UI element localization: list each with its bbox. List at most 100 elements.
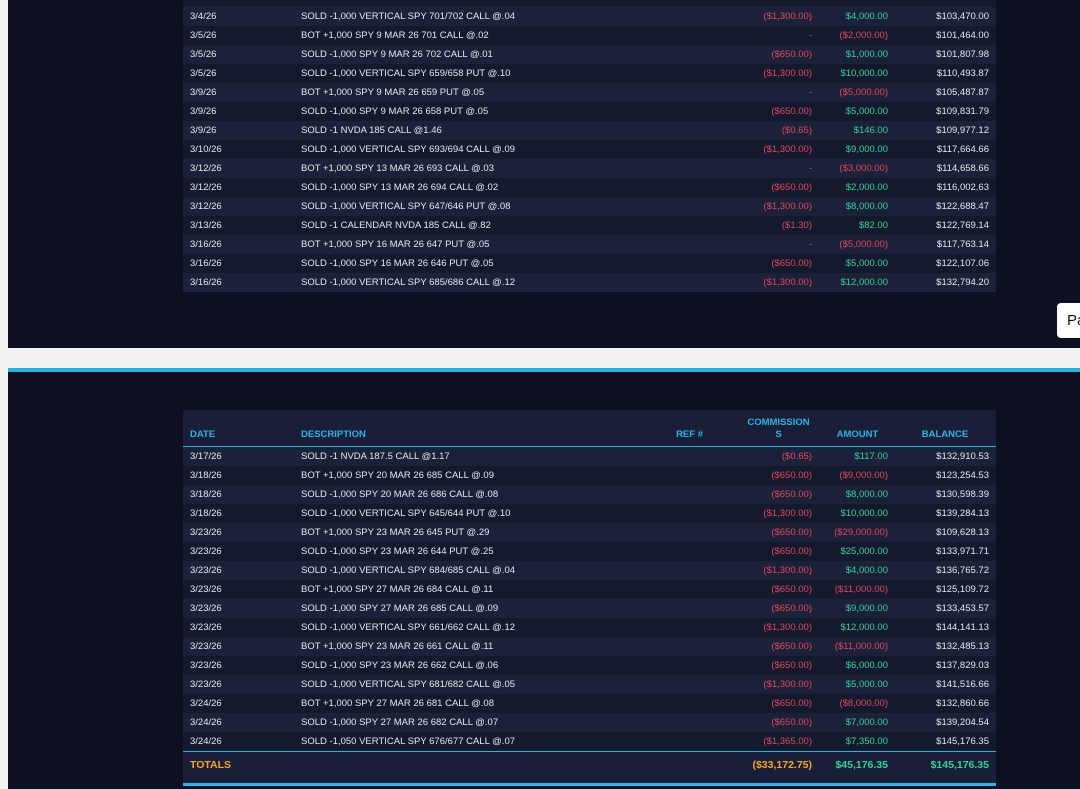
amount-cell: ($5,000.00)	[839, 239, 888, 250]
table-row: 3/9/26 SOLD -1,000 SPY 9 MAR 26 658 PUT @…	[183, 102, 996, 121]
balance-cell: $132,910.53	[936, 451, 989, 462]
amount-cell: ($5,000.00)	[839, 87, 888, 98]
balance-cell: $130,598.39	[936, 489, 989, 500]
table-row: 3/5/26 SOLD -1,000 VERTICAL SPY 659/658 P…	[183, 64, 996, 83]
date-cell: 3/18/26	[190, 508, 222, 519]
column-header: REF #	[676, 429, 703, 440]
balance-cell: $123,254.53	[936, 470, 989, 481]
amount-cell: ($3,000.00)	[839, 163, 888, 174]
table-row: 3/24/26 SOLD -1,050 VERTICAL SPY 676/677 …	[183, 732, 996, 751]
commission-cell: ($1,300.00)	[763, 11, 812, 22]
amount-cell: $8,000.00	[845, 489, 888, 500]
commission-cell: ($650.00)	[771, 470, 812, 481]
date-cell: 3/12/26	[190, 201, 222, 212]
balance-cell: $139,284.13	[936, 508, 989, 519]
side-button[interactable]: Pa	[1057, 303, 1080, 338]
commission-cell: ($0.65)	[781, 125, 812, 136]
amount-cell: $7,350.00	[845, 736, 888, 747]
date-cell: 3/23/26	[190, 679, 222, 690]
date-cell: 3/17/26	[190, 451, 222, 462]
column-header: DESCRIPTION	[301, 429, 366, 440]
balance-cell: $117,664.66	[936, 144, 989, 155]
commission-cell: ($650.00)	[771, 717, 812, 728]
totals-balance: $145,176.35	[930, 759, 989, 771]
date-cell: 3/12/26	[190, 182, 222, 193]
table-row: 3/23/26 SOLD -1,000 SPY 23 MAR 26 662 CAL…	[183, 656, 996, 675]
balance-cell: $109,628.13	[936, 527, 989, 538]
table-row: 3/18/26 SOLD -1,000 SPY 20 MAR 26 686 CAL…	[183, 485, 996, 504]
balance-cell: $122,688.47	[936, 201, 989, 212]
balance-cell: $141,516.66	[936, 679, 989, 690]
table-row: 3/5/26 SOLD -1,000 SPY 9 MAR 26 702 CALL …	[183, 45, 996, 64]
amount-cell: $4,000.00	[845, 11, 888, 22]
date-cell: 3/23/26	[190, 622, 222, 633]
amount-cell: $9,000.00	[845, 603, 888, 614]
date-cell: 3/24/26	[190, 717, 222, 728]
description-cell: BOT +1,000 SPY 23 MAR 26 645 PUT @.29	[301, 527, 490, 538]
description-cell: SOLD -1,000 SPY 23 MAR 26 644 PUT @.25	[301, 546, 494, 557]
commission-cell: ($650.00)	[771, 258, 812, 269]
table-row: 3/9/26 BOT +1,000 SPY 9 MAR 26 659 PUT @.…	[183, 83, 996, 102]
description-cell: BOT +1,000 SPY 23 MAR 26 661 CALL @.11	[301, 641, 494, 652]
description-cell: SOLD -1,000 SPY 27 MAR 26 682 CALL @.07	[301, 717, 499, 728]
commission-cell: ($1,300.00)	[763, 679, 812, 690]
balance-cell: $122,107.06	[936, 258, 989, 269]
description-cell: SOLD -1,000 VERTICAL SPY 659/658 PUT @.1…	[301, 68, 511, 79]
date-cell: 3/5/26	[190, 68, 217, 79]
balance-cell: $116,002.63	[936, 182, 989, 193]
commission-cell: ($650.00)	[771, 49, 812, 60]
balance-cell: $110,493.87	[936, 68, 989, 79]
balance-cell: $133,453.57	[936, 603, 989, 614]
amount-cell: $8,000.00	[845, 201, 888, 212]
table-bottom-border	[183, 783, 996, 786]
date-cell: 3/23/26	[190, 584, 222, 595]
balance-cell: $144,141.13	[936, 622, 989, 633]
commission-cell: ($1.30)	[781, 220, 812, 231]
description-cell: SOLD -1 NVDA 185 CALL @1.46	[301, 125, 442, 136]
commission-cell: ($650.00)	[771, 698, 812, 709]
commission-cell: ($650.00)	[771, 527, 812, 538]
panel-top-border	[8, 368, 1080, 372]
table-row: 3/12/26 SOLD -1,000 VERTICAL SPY 647/646 …	[183, 197, 996, 216]
date-cell: 3/5/26	[190, 30, 217, 41]
amount-cell: $1,000.00	[845, 49, 888, 60]
date-cell: 3/24/26	[190, 736, 222, 747]
totals-border	[183, 750, 996, 752]
amount-cell: ($11,000.00)	[834, 584, 888, 595]
description-cell: BOT +1,000 SPY 9 MAR 26 659 PUT @.05	[301, 87, 485, 98]
column-header: AMOUNT	[836, 429, 879, 440]
date-cell: 3/5/26	[190, 49, 217, 60]
commission-cell: -	[808, 163, 812, 174]
date-cell: 3/9/26	[190, 87, 217, 98]
balance-cell: $137,829.03	[936, 660, 989, 671]
table-row: 3/16/26 SOLD -1,000 SPY 16 MAR 26 646 PUT…	[183, 254, 996, 273]
date-cell: 3/13/26	[190, 220, 222, 231]
commission-cell: ($1,300.00)	[763, 508, 812, 519]
balance-cell: $132,794.20	[936, 277, 989, 288]
amount-cell: $4,000.00	[845, 565, 888, 576]
balance-cell: $132,485.13	[936, 641, 989, 652]
balance-cell: $133,971.71	[936, 546, 989, 557]
date-cell: 3/9/26	[190, 125, 217, 136]
amount-cell: $10,000.00	[840, 68, 888, 79]
amount-cell: $5,000.00	[845, 679, 888, 690]
date-cell: 3/23/26	[190, 641, 222, 652]
amount-cell: $7,000.00	[845, 717, 888, 728]
date-cell: 3/18/26	[190, 470, 222, 481]
balance-cell: $105,487.87	[936, 87, 989, 98]
table-row: 3/23/26 SOLD -1,000 VERTICAL SPY 684/685 …	[183, 561, 996, 580]
date-cell: 3/23/26	[190, 603, 222, 614]
description-cell: SOLD -1,000 SPY 20 MAR 26 686 CALL @.08	[301, 489, 499, 500]
date-cell: 3/24/26	[190, 698, 222, 709]
table-row: 3/5/26 BOT +1,000 SPY 9 MAR 26 701 CALL @…	[183, 26, 996, 45]
description-cell: SOLD -1,000 SPY 13 MAR 26 694 CALL @.02	[301, 182, 499, 193]
balance-cell: $101,464.00	[936, 30, 989, 41]
amount-cell: $9,000.00	[845, 144, 888, 155]
balance-cell: $109,977.12	[936, 125, 989, 136]
description-cell: BOT +1,000 SPY 27 MAR 26 684 CALL @.11	[301, 584, 494, 595]
description-cell: BOT +1,000 SPY 27 MAR 26 681 CALL @.08	[301, 698, 494, 709]
amount-cell: $5,000.00	[845, 258, 888, 269]
commission-cell: ($1,300.00)	[763, 144, 812, 155]
column-header: COMMISSIONS	[747, 417, 810, 440]
date-cell: 3/4/26	[190, 11, 217, 22]
